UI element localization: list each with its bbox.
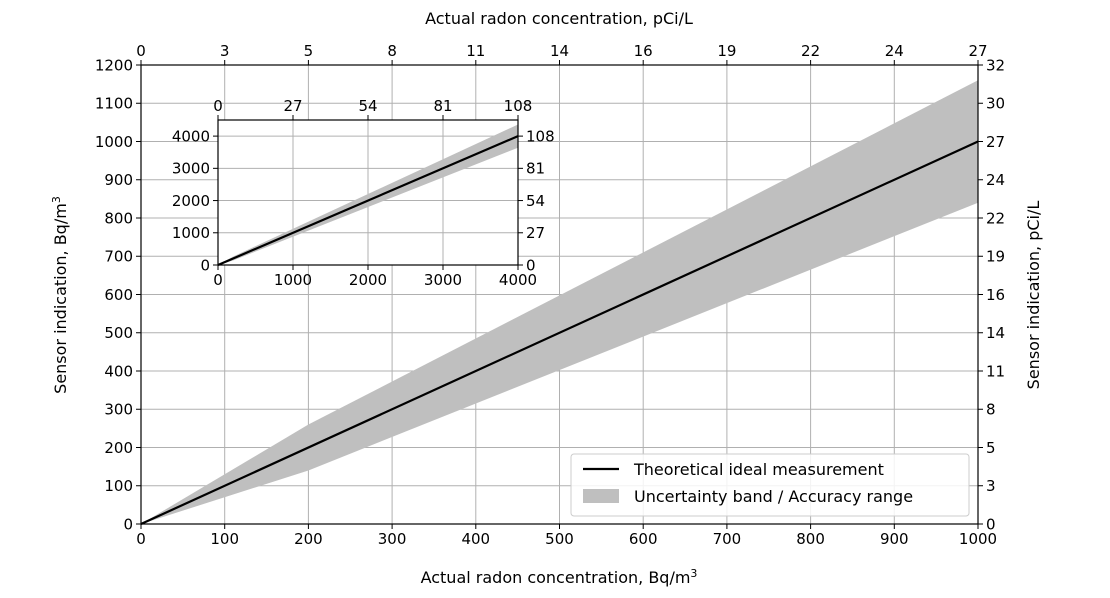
legend-band-swatch (583, 489, 619, 503)
main-x2-tick-label: 14 (550, 42, 569, 60)
main-y2-tick-label: 27 (986, 133, 1005, 151)
main-y2-tick-label: 19 (986, 248, 1005, 266)
legend-label-band: Uncertainty band / Accuracy range (634, 487, 913, 506)
main-x-tick-label: 1000 (959, 530, 997, 548)
x-axis-title-superscript: 3 (690, 567, 697, 580)
main-x2-tick-label: 5 (304, 42, 314, 60)
main-plot: 0 100 200 300 400 500 600 700 800 900 100001002003… (50, 9, 1043, 587)
main-x-tick-label: 900 (880, 530, 909, 548)
legend: Theoretical ideal measurement Uncertainty… (570, 453, 970, 517)
main-y-tick-label: 200 (104, 439, 133, 457)
main-y-tick-label: 600 (104, 286, 133, 304)
main-x-tick-label: 500 (545, 530, 574, 548)
x-axis-title-text: Actual radon concentration, Bq/m (421, 568, 691, 587)
inset-y-tick-label: 4000 (172, 127, 210, 145)
inset-y2-tick-label: 108 (526, 127, 555, 145)
main-x2-tick-label: 22 (801, 42, 820, 60)
main-y-tick-label: 500 (104, 324, 133, 342)
inset-x2-tick-label: 54 (358, 97, 377, 115)
legend-box (570, 453, 970, 517)
inset-y-tick-label: 3000 (172, 160, 210, 178)
main-y2-tick-label: 14 (986, 324, 1005, 342)
main-y-tick-label: 0 (123, 515, 133, 533)
inset-x-tick-label: 3000 (424, 271, 462, 289)
main-x2-tick-label: 16 (634, 42, 653, 60)
main-x2-tick-label: 27 (968, 42, 987, 60)
main-y2-tick-label: 22 (986, 209, 1005, 227)
inset-x2-tick-label: 27 (283, 97, 302, 115)
main-x-tick-label: 600 (629, 530, 658, 548)
main-y-tick-label: 900 (104, 171, 133, 189)
main-y-tick-label: 1000 (95, 133, 133, 151)
main-x2-tick-label: 24 (885, 42, 904, 60)
inset-x-tick-label: 0 (213, 271, 223, 289)
inset-ideal-line (217, 135, 519, 267)
inset-x-tick-label: 2000 (349, 271, 387, 289)
right-axis-title: Sensor indication, pCi/L (1024, 201, 1043, 390)
main-x-tick-label: 700 (713, 530, 742, 548)
y-axis-title-text: Sensor indication, Bq/m (51, 203, 70, 394)
main-y2-tick-label: 16 (986, 286, 1005, 304)
top-axis-title: Actual radon concentration, pCi/L (425, 9, 693, 28)
main-uncertainty-band (141, 80, 978, 525)
main-x-tick-label: 300 (378, 530, 407, 548)
main-y-tick-label: 800 (104, 209, 133, 227)
inset-x2-tick-label: 81 (433, 97, 452, 115)
main-y-tick-label: 300 (104, 401, 133, 419)
inset-y-tick-label: 1000 (172, 224, 210, 242)
inset-y2-tick-label: 0 (526, 256, 536, 274)
inset-x-tick-label: 1000 (274, 271, 312, 289)
main-y2-tick-label: 3 (986, 477, 996, 495)
main-y2-tick-label: 24 (986, 171, 1005, 189)
main-y2-tick-label: 30 (986, 95, 1005, 113)
main-x-tick-label: 400 (461, 530, 490, 548)
inset-x2-tick-label: 0 (213, 97, 223, 115)
inset-y2-tick-label: 27 (526, 224, 545, 242)
main-x2-tick-label: 8 (387, 42, 397, 60)
main-x2-tick-label: 0 (136, 42, 146, 60)
inset-x-tick-label: 4000 (499, 271, 537, 289)
main-y2-tick-label: 8 (986, 401, 996, 419)
main-ideal-line (140, 140, 979, 526)
main-x2-tick-label: 3 (220, 42, 230, 60)
x-axis-title: Actual radon concentration, Bq/m3 (421, 567, 698, 587)
inset-y2-tick-label: 54 (526, 192, 545, 210)
main-y2-tick-label: 32 (986, 56, 1005, 74)
main-y2-tick-label: 11 (986, 362, 1005, 380)
inset-y-tick-label: 2000 (172, 192, 210, 210)
legend-label-ideal: Theoretical ideal measurement (633, 460, 884, 479)
inset-x2-tick-label: 108 (504, 97, 533, 115)
main-y-tick-label: 1200 (95, 56, 133, 74)
main-x-tick-label: 100 (210, 530, 239, 548)
inset-y-tick-label: 0 (200, 256, 210, 274)
main-x-tick-label: 200 (294, 530, 323, 548)
main-x-tick-label: 800 (796, 530, 825, 548)
main-y-tick-label: 400 (104, 362, 133, 380)
y-axis-title-superscript: 3 (50, 196, 63, 203)
main-x2-tick-label: 11 (466, 42, 485, 60)
main-y-tick-label: 700 (104, 248, 133, 266)
main-x2-tick-label: 19 (717, 42, 736, 60)
main-y2-tick-label: 5 (986, 439, 996, 457)
main-x-tick-label: 0 (136, 530, 146, 548)
y-axis-title: Sensor indication, Bq/m3 (50, 196, 70, 394)
main-y-tick-label: 100 (104, 477, 133, 495)
main-y2-tick-label: 0 (986, 515, 996, 533)
main-y-tick-label: 1100 (95, 95, 133, 113)
inset-y2-tick-label: 81 (526, 160, 545, 178)
inset-uncertainty-band (218, 124, 518, 265)
